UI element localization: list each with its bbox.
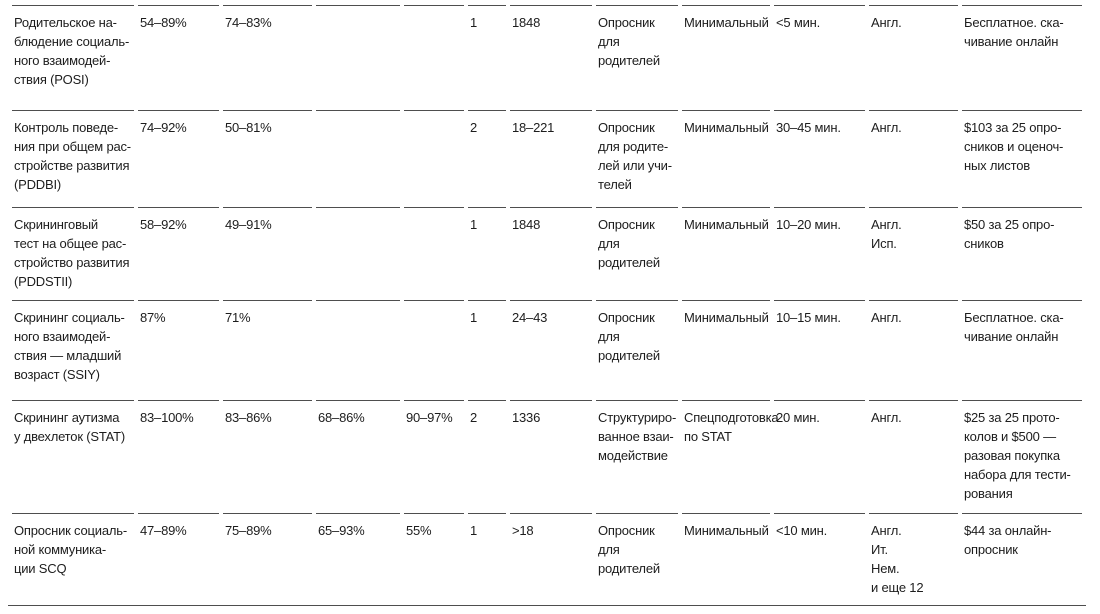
table-cell: Опросник для родителей — [596, 300, 678, 400]
table-cell: 2 — [468, 400, 506, 513]
table-cell: Опросник социаль- ной коммуника- ции SCQ — [12, 513, 134, 605]
table-cell — [404, 110, 464, 207]
table-cell: 1 — [468, 207, 506, 300]
table-cell: 1 — [468, 513, 506, 605]
table-cell: 68–86% — [316, 400, 400, 513]
table-cell: 87% — [138, 300, 219, 400]
table-cell: $50 за 25 опро- сников — [962, 207, 1082, 300]
table-cell: Англ. Ит. Нем. и еще 12 — [869, 513, 958, 605]
table-cell: 71% — [223, 300, 312, 400]
table-cell: Англ. Исп. — [869, 207, 958, 300]
table-cell: 90–97% — [404, 400, 464, 513]
table-cell: Опросник для родителей — [596, 5, 678, 110]
table-cell: Скрининговый тест на общее рас- стройств… — [12, 207, 134, 300]
table-cell: Минимальный — [682, 110, 770, 207]
table-row: Скрининг аутизма у двехлеток (STAT) 83–10… — [12, 400, 1082, 513]
table-cell: 75–89% — [223, 513, 312, 605]
table-cell: 65–93% — [316, 513, 400, 605]
table-cell: Скрининг аутизма у двехлеток (STAT) — [12, 400, 134, 513]
table-bottom-rule — [8, 605, 1086, 606]
screening-tools-table: Родительское на- блюдение социаль- ного … — [8, 5, 1086, 605]
table-cell: Опросник для родителей — [596, 513, 678, 605]
table-cell: >18 — [510, 513, 592, 605]
table-cell: Минимальный — [682, 207, 770, 300]
table-cell: 83–100% — [138, 400, 219, 513]
table-cell: Скрининг социаль- ного взаимодей- ствия … — [12, 300, 134, 400]
table-cell: Минимальный — [682, 300, 770, 400]
table-cell: 1 — [468, 5, 506, 110]
table-cell: Англ. — [869, 300, 958, 400]
table-cell: Спецподготовка по STAT — [682, 400, 779, 513]
table-cell — [404, 300, 464, 400]
table-cell: 74–83% — [223, 5, 312, 110]
table-cell: <10 мин. — [774, 513, 865, 605]
table-cell — [316, 300, 400, 400]
table-cell: Бесплатное. ска- чивание онлайн — [962, 300, 1082, 400]
table-cell — [404, 207, 464, 300]
table-cell — [316, 5, 400, 110]
table-cell: 18–221 — [510, 110, 592, 207]
table-cell: 30–45 мин. — [774, 110, 865, 207]
screening-tools-table-wrap: Родительское на- блюдение социаль- ного … — [8, 5, 1086, 605]
table-cell: Опросник для родителей — [596, 207, 678, 300]
table-row: Контроль поведе- ния при общем рас- стро… — [12, 110, 1082, 207]
table-cell: 55% — [404, 513, 464, 605]
table-cell: 1848 — [510, 207, 592, 300]
table-row: Скрининговый тест на общее рас- стройств… — [12, 207, 1082, 300]
table-cell: $25 за 25 прото- колов и $500 — разовая … — [962, 400, 1082, 513]
table-cell: 1848 — [510, 5, 592, 110]
table-cell: Родительское на- блюдение социаль- ного … — [12, 5, 134, 110]
table-cell: $103 за 25 опро- сников и оценоч- ных ли… — [962, 110, 1082, 207]
table-row: Родительское на- блюдение социаль- ного … — [12, 5, 1082, 110]
table-cell: 1336 — [510, 400, 592, 513]
table-body: Родительское на- блюдение социаль- ного … — [12, 5, 1082, 605]
table-row: Опросник социаль- ной коммуника- ции SCQ… — [12, 513, 1082, 605]
table-cell — [404, 5, 464, 110]
table-cell: Опросник для родите- лей или учи- телей — [596, 110, 678, 207]
table-cell: Структуриро- ванное взаи- модействие — [596, 400, 678, 513]
table-cell: 20 мин. — [774, 400, 865, 513]
table-cell: Англ. — [869, 110, 958, 207]
table-cell: $44 за онлайн- опросник — [962, 513, 1082, 605]
table-cell — [316, 207, 400, 300]
table-cell: Минимальный — [682, 513, 770, 605]
table-cell: 83–86% — [223, 400, 312, 513]
table-cell: 50–81% — [223, 110, 312, 207]
table-cell: Англ. — [869, 5, 958, 110]
table-cell: Англ. — [869, 400, 958, 513]
table-cell: 49–91% — [223, 207, 312, 300]
table-cell: 10–20 мин. — [774, 207, 865, 300]
table-cell: 10–15 мин. — [774, 300, 865, 400]
table-cell: 1 — [468, 300, 506, 400]
table-cell — [316, 110, 400, 207]
table-cell: 74–92% — [138, 110, 219, 207]
table-cell: 2 — [468, 110, 506, 207]
table-cell: 24–43 — [510, 300, 592, 400]
table-cell: Контроль поведе- ния при общем рас- стро… — [12, 110, 134, 207]
table-cell: <5 мин. — [774, 5, 865, 110]
table-cell: 47–89% — [138, 513, 219, 605]
table-cell: Минимальный — [682, 5, 770, 110]
table-row: Скрининг социаль- ного взаимодей- ствия … — [12, 300, 1082, 400]
table-cell: 58–92% — [138, 207, 219, 300]
table-cell: 54–89% — [138, 5, 219, 110]
table-cell: Бесплатное. ска- чивание онлайн — [962, 5, 1082, 110]
